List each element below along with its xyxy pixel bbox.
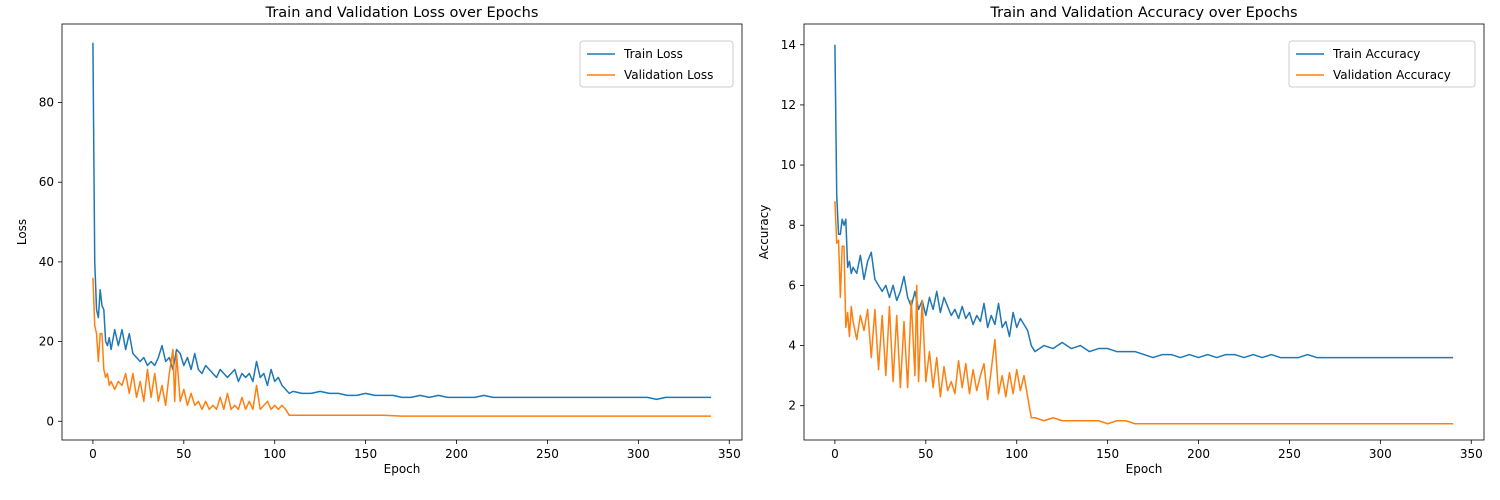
series-line-train bbox=[834, 44, 1454, 359]
y-tick-label: 80 bbox=[39, 95, 54, 109]
y-tick-label: 10 bbox=[781, 158, 796, 172]
x-tick-label: 250 bbox=[1278, 447, 1301, 461]
x-tick-label: 0 bbox=[89, 447, 97, 461]
y-tick-label: 40 bbox=[39, 255, 54, 269]
x-tick-label: 150 bbox=[1096, 447, 1119, 461]
x-tick-label: 100 bbox=[1005, 447, 1028, 461]
series-line-validation bbox=[92, 277, 712, 417]
x-tick-label: 350 bbox=[1460, 447, 1483, 461]
legend: Train Loss Validation Loss bbox=[579, 40, 734, 88]
legend-box bbox=[579, 40, 734, 88]
x-tick-label: 200 bbox=[1187, 447, 1210, 461]
legend: Train Accuracy Validation Accuracy bbox=[1288, 40, 1476, 88]
y-tick-label: 2 bbox=[788, 399, 796, 413]
legend-label-train: Train Accuracy bbox=[1332, 47, 1420, 61]
y-axis-label: Loss bbox=[15, 219, 29, 245]
y-axis-label: Accuracy bbox=[757, 205, 771, 260]
x-tick-label: 350 bbox=[718, 447, 741, 461]
x-axis-label: Epoch bbox=[384, 462, 421, 476]
x-tick-label: 250 bbox=[536, 447, 559, 461]
x-tick-label: 0 bbox=[831, 447, 839, 461]
y-tick-label: 20 bbox=[39, 335, 54, 349]
y-tick-label: 0 bbox=[46, 414, 54, 428]
y-tick-label: 60 bbox=[39, 175, 54, 189]
x-tick-label: 300 bbox=[1369, 447, 1392, 461]
y-tick-label: 6 bbox=[788, 278, 796, 292]
y-tick-label: 4 bbox=[788, 339, 796, 353]
legend-label-train: Train Loss bbox=[623, 47, 683, 61]
x-tick-label: 50 bbox=[176, 447, 191, 461]
legend-label-validation: Validation Accuracy bbox=[1333, 68, 1451, 82]
x-tick-label: 150 bbox=[354, 447, 377, 461]
x-tick-label: 100 bbox=[263, 447, 286, 461]
y-tick-label: 14 bbox=[781, 38, 796, 52]
y-tick-label: 8 bbox=[788, 218, 796, 232]
y-tick-label: 12 bbox=[781, 98, 796, 112]
x-tick-label: 300 bbox=[627, 447, 650, 461]
accuracy-chart: 0 50 100 150 200 250 300 350 2 4 6 8 10 12 14 Train and… bbox=[757, 5, 1485, 476]
legend-box bbox=[1288, 40, 1476, 88]
x-tick-label: 50 bbox=[918, 447, 933, 461]
chart-title: Train and Validation Accuracy over Epoch… bbox=[989, 5, 1297, 21]
chart-title: Train and Validation Loss over Epochs bbox=[265, 5, 539, 21]
x-axis-label: Epoch bbox=[1126, 462, 1163, 476]
plot-frame bbox=[803, 23, 1485, 441]
legend-label-validation: Validation Loss bbox=[624, 68, 713, 82]
series-line-train bbox=[92, 42, 712, 401]
series-line-validation bbox=[834, 201, 1454, 425]
plot-frame bbox=[61, 23, 743, 441]
x-tick-label: 200 bbox=[445, 447, 468, 461]
loss-chart: 0 50 100 150 200 250 300 350 0 20 40 60 80 Train and … bbox=[15, 5, 743, 476]
